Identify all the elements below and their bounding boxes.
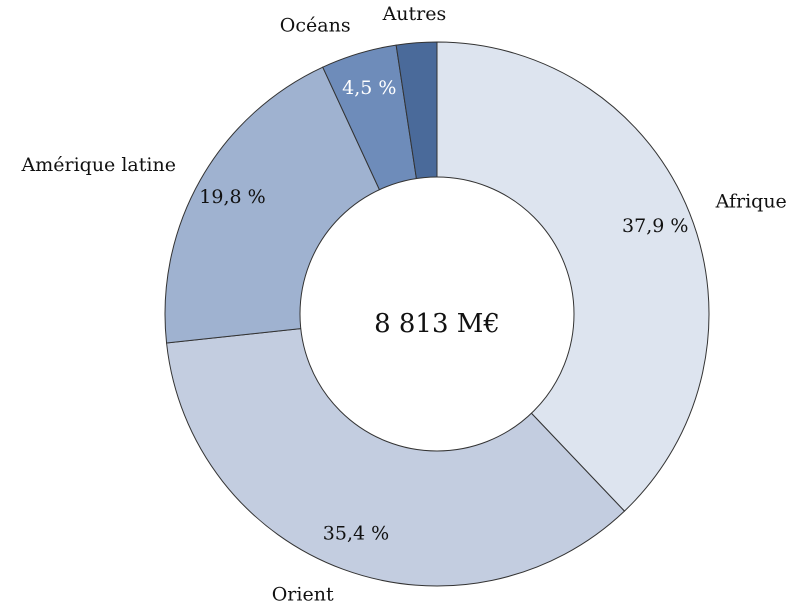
value-label: 35,4 % bbox=[323, 523, 389, 545]
value-label: 37,9 % bbox=[622, 215, 688, 237]
category-label: Afrique bbox=[715, 191, 787, 213]
category-label: Orient bbox=[272, 584, 334, 603]
value-label: 4,5 % bbox=[342, 77, 396, 99]
category-label: Autres bbox=[382, 3, 447, 25]
slice bbox=[436, 41, 710, 512]
slice bbox=[165, 313, 626, 587]
category-label: Amérique latine bbox=[21, 154, 176, 176]
value-label: 19,8 % bbox=[199, 186, 265, 208]
donut-hole bbox=[299, 176, 575, 452]
category-label: Océans bbox=[280, 15, 351, 37]
center-label: 8 813 M€ bbox=[374, 309, 500, 339]
